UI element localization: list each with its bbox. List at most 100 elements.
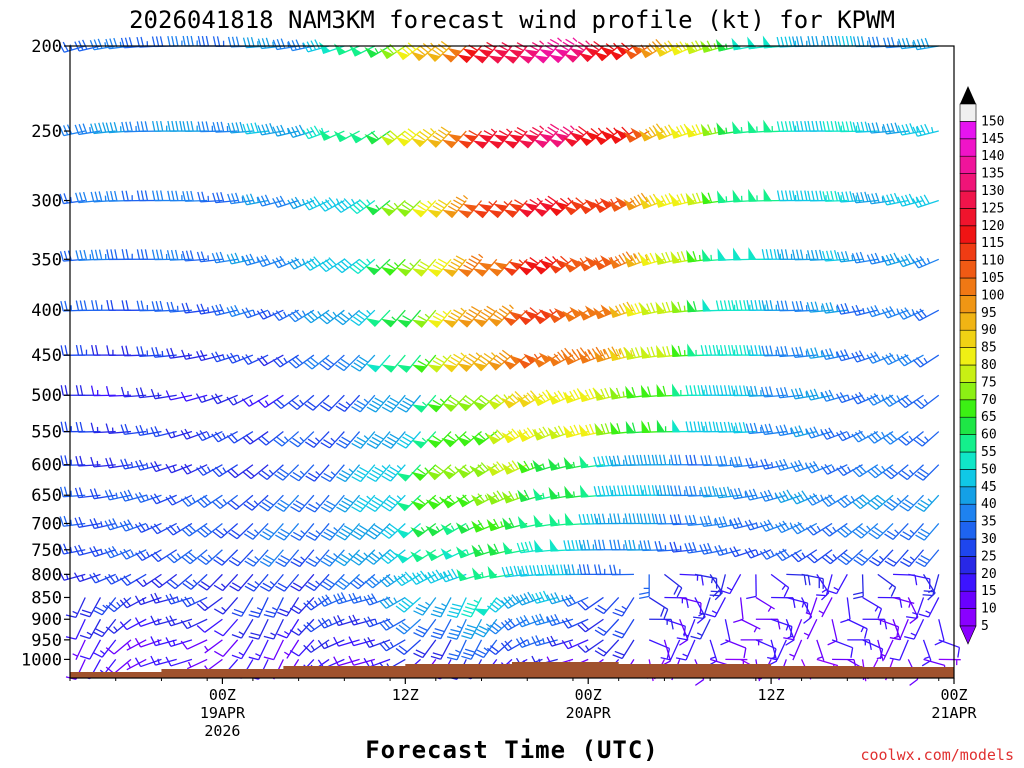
wind-barb xyxy=(166,573,193,590)
wind-barb xyxy=(831,639,854,658)
wind-barb xyxy=(440,494,467,509)
wind-barb xyxy=(471,493,498,507)
wind-barb xyxy=(165,463,193,474)
wind-barb xyxy=(320,394,345,412)
wind-barb xyxy=(335,394,361,412)
x-tick-label: 12Z xyxy=(758,686,785,704)
wind-barb xyxy=(126,658,147,671)
wind-barb xyxy=(105,386,131,397)
wind-barb xyxy=(135,459,162,471)
wind-barb xyxy=(336,464,361,483)
wind-barb xyxy=(880,639,894,661)
wind-barb xyxy=(303,596,330,611)
wind-barb xyxy=(396,464,422,482)
y-tick-label: 400 xyxy=(31,301,62,321)
colorbar-label: 125 xyxy=(981,201,1004,216)
wind-barb xyxy=(501,565,528,578)
wind-barb xyxy=(150,493,177,505)
colorbar-swatch xyxy=(959,312,977,331)
wind-barb xyxy=(608,301,635,318)
wind-barb xyxy=(912,308,940,322)
colorbar-label: 20 xyxy=(981,567,997,582)
wind-barb xyxy=(65,618,86,640)
wind-barb xyxy=(790,425,817,438)
x-tick-label: 00Z xyxy=(209,686,236,704)
wind-barb xyxy=(196,618,223,633)
wind-barb xyxy=(135,573,162,588)
colorbar-label: 100 xyxy=(981,288,1004,303)
wind-barb xyxy=(561,594,589,607)
colorbar-swatch xyxy=(959,382,977,401)
wind-barb xyxy=(561,639,589,650)
wind-barb xyxy=(707,639,718,667)
wind-barb xyxy=(243,523,269,540)
wind-barb xyxy=(75,385,101,396)
wind-barb xyxy=(182,190,208,202)
wind-barb xyxy=(259,573,284,592)
colorbar-swatch xyxy=(959,469,977,488)
wind-barb xyxy=(675,639,696,661)
wind-barb xyxy=(289,431,315,448)
wind-barb xyxy=(197,121,223,133)
wind-barb xyxy=(305,573,330,592)
wind-barb xyxy=(654,540,680,552)
wind-barb xyxy=(290,494,315,513)
colorbar-swatch xyxy=(959,590,977,609)
wind-barb xyxy=(785,619,795,646)
wind-barb xyxy=(427,258,452,277)
wind-barb xyxy=(231,618,254,639)
wind-barb xyxy=(198,573,223,591)
x-tick-label: 12Z xyxy=(392,686,419,704)
wind-barb xyxy=(685,124,711,138)
wind-barb xyxy=(461,618,483,640)
wind-barb xyxy=(899,523,925,541)
wind-barb xyxy=(678,619,689,646)
wind-barb xyxy=(381,464,406,482)
wind-barb xyxy=(471,394,498,411)
wind-barb xyxy=(532,488,558,501)
colorbar-label: 25 xyxy=(981,549,997,564)
wind-barb xyxy=(165,593,193,605)
colorbar-label: 65 xyxy=(981,410,997,425)
wind-barb xyxy=(241,394,269,407)
wind-barb xyxy=(304,431,330,448)
colorbar-label: 110 xyxy=(981,254,1004,269)
colorbar-label: 115 xyxy=(981,236,1004,251)
terrain-band xyxy=(70,662,954,678)
wind-barb xyxy=(882,122,909,135)
wind-barb xyxy=(744,519,772,531)
wind-barb xyxy=(213,549,239,566)
wind-barb xyxy=(897,394,924,409)
wind-barb xyxy=(333,43,360,56)
colorbar-swatch xyxy=(959,329,977,348)
wind-barb xyxy=(669,193,696,207)
wind-barb xyxy=(289,597,315,615)
wind-barb xyxy=(913,394,940,410)
colorbar-label: 70 xyxy=(981,393,997,408)
wind-barb xyxy=(760,458,787,470)
wind-barb xyxy=(305,549,330,568)
wind-barb xyxy=(612,639,635,660)
wind-barb xyxy=(594,639,620,657)
wind-barb xyxy=(866,393,894,406)
wind-barb xyxy=(745,422,772,435)
colorbar-swatch xyxy=(959,451,977,470)
y-tick-label: 550 xyxy=(31,423,62,443)
wind-barb xyxy=(59,543,86,555)
wind-barb xyxy=(593,346,622,363)
wind-barb xyxy=(442,307,467,328)
colorbar-swatch xyxy=(959,503,977,522)
wind-barb xyxy=(866,351,894,364)
colorbar-swatch xyxy=(959,295,977,314)
wind-barb xyxy=(336,494,361,513)
wind-barb xyxy=(770,573,790,598)
wind-barb xyxy=(820,389,848,402)
wind-barb xyxy=(380,258,406,276)
wind-barb xyxy=(395,639,421,656)
wind-barb xyxy=(424,569,452,584)
wind-barb xyxy=(776,190,802,202)
wind-barb xyxy=(151,249,177,261)
wind-barb xyxy=(120,458,147,470)
wind-barb xyxy=(847,639,872,651)
